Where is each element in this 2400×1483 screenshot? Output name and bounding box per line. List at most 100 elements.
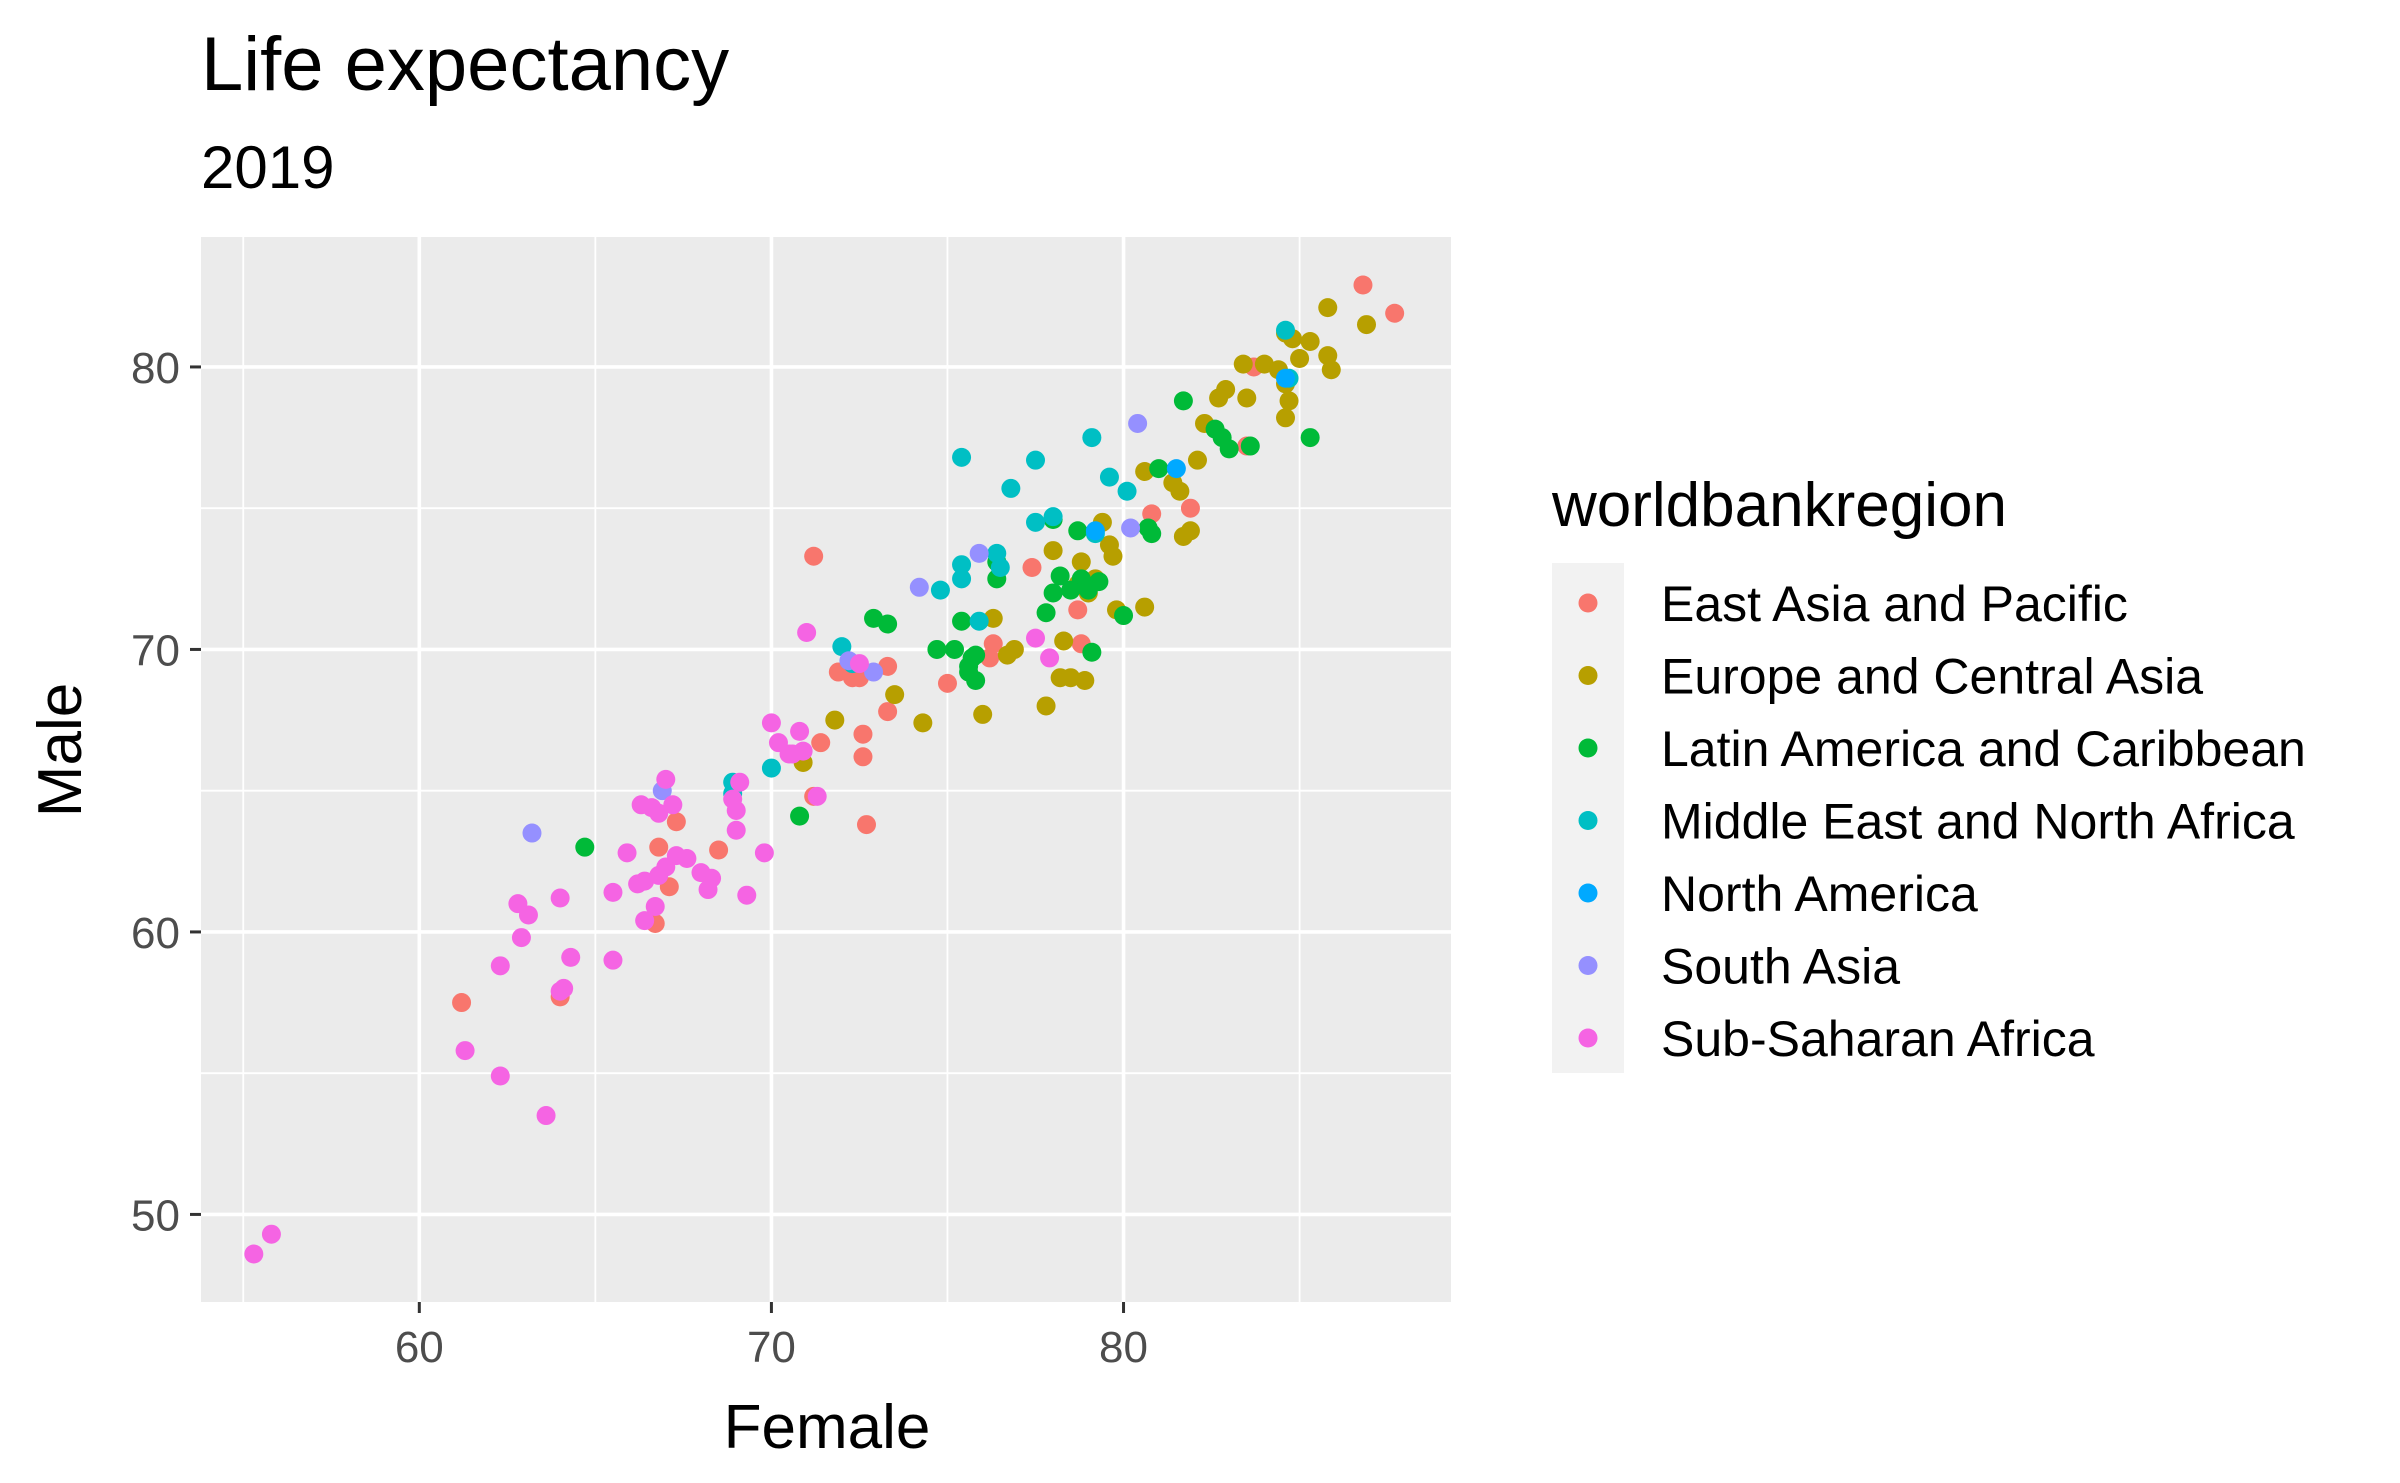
x-tick-label: 60 (395, 1323, 444, 1372)
point-europe-and-central-asia (1061, 668, 1081, 688)
point-europe-and-central-asia (885, 685, 905, 705)
point-sub-saharan-africa (635, 911, 655, 931)
point-europe-and-central-asia (1290, 348, 1310, 368)
point-sub-saharan-africa (261, 1224, 281, 1244)
point-east-asia-and-pacific (980, 648, 1000, 668)
legend-key-north-america (1578, 883, 1598, 903)
point-east-asia-and-pacific (878, 702, 898, 722)
point-europe-and-central-asia (1173, 526, 1193, 546)
point-europe-and-central-asia (1237, 388, 1257, 408)
point-europe-and-central-asia (1071, 552, 1091, 572)
point-middle-east-and-north-africa (952, 447, 972, 467)
point-middle-east-and-north-africa (969, 611, 989, 631)
minor-gridlines (201, 237, 1451, 1302)
point-middle-east-and-north-africa (761, 758, 781, 778)
legend-title: worldbankregion (1551, 471, 2007, 540)
point-latin-america-and-caribbean (1036, 603, 1056, 623)
legend-label-europe-and-central-asia: Europe and Central Asia (1661, 649, 2203, 705)
y-axis: 50 60 70 80 (131, 344, 201, 1240)
point-middle-east-and-north-africa (1026, 512, 1046, 532)
point-south-asia (969, 543, 989, 563)
point-europe-and-central-asia (983, 608, 1003, 628)
point-latin-america-and-caribbean (945, 639, 965, 659)
legend-key-europe-and-central-asia (1578, 666, 1598, 685)
point-sub-saharan-africa (603, 882, 623, 902)
point-sub-saharan-africa (663, 795, 683, 815)
point-sub-saharan-africa (726, 800, 746, 820)
point-south-asia (909, 577, 929, 597)
point-south-asia (864, 662, 884, 682)
point-sub-saharan-africa (550, 888, 570, 908)
point-middle-east-and-north-africa (952, 569, 972, 589)
point-europe-and-central-asia (825, 710, 845, 730)
point-sub-saharan-africa (726, 820, 746, 840)
legend-label-middle-east-and-north-africa: Middle East and North Africa (1661, 794, 2295, 850)
point-latin-america-and-caribbean (1300, 428, 1320, 448)
point-east-asia-and-pacific (1353, 275, 1373, 295)
legend-key-south-asia (1578, 956, 1598, 975)
y-tick-label: 70 (131, 626, 180, 675)
point-europe-and-central-asia (913, 713, 933, 733)
point-sub-saharan-africa (807, 786, 827, 806)
point-sub-saharan-africa (536, 1106, 556, 1126)
point-sub-saharan-africa (645, 897, 665, 917)
point-latin-america-and-caribbean (1061, 580, 1081, 600)
legend-label-south-asia: South Asia (1661, 939, 1900, 995)
point-sub-saharan-africa (550, 981, 570, 1001)
point-east-asia-and-pacific (649, 837, 669, 857)
point-sub-saharan-africa (737, 885, 757, 905)
plot-panel (201, 237, 1451, 1302)
legend-label-latin-america-and-caribbean: Latin America and Caribbean (1661, 721, 2306, 777)
point-sub-saharan-africa (490, 956, 510, 976)
point-north-america (1276, 368, 1296, 388)
legend-key-latin-america-and-caribbean (1578, 738, 1598, 758)
point-latin-america-and-caribbean (1082, 642, 1102, 662)
point-east-asia-and-pacific (856, 815, 876, 835)
point-latin-america-and-caribbean (790, 806, 810, 826)
point-south-asia (1121, 518, 1141, 538)
y-axis-title: Male (26, 683, 95, 817)
point-sub-saharan-africa (797, 622, 817, 642)
point-middle-east-and-north-africa (832, 637, 852, 657)
point-latin-america-and-caribbean (1173, 391, 1193, 411)
chart-subtitle: 2019 (201, 134, 334, 201)
point-east-asia-and-pacific (804, 546, 824, 566)
point-europe-and-central-asia (1300, 332, 1320, 352)
legend-key-middle-east-and-north-africa (1578, 811, 1598, 830)
point-europe-and-central-asia (1075, 671, 1095, 691)
point-europe-and-central-asia (1318, 298, 1338, 318)
point-east-asia-and-pacific (1068, 600, 1088, 620)
point-europe-and-central-asia (1233, 354, 1253, 374)
point-middle-east-and-north-africa (1026, 450, 1046, 470)
point-middle-east-and-north-africa (1001, 478, 1021, 498)
point-latin-america-and-caribbean (1138, 518, 1158, 538)
point-east-asia-and-pacific (937, 673, 957, 693)
y-tick-label: 50 (131, 1191, 180, 1240)
point-latin-america-and-caribbean (1043, 583, 1063, 603)
point-europe-and-central-asia (1276, 408, 1296, 428)
point-latin-america-and-caribbean (927, 639, 947, 659)
point-north-america (1166, 459, 1186, 479)
point-latin-america-and-caribbean (575, 837, 595, 857)
point-sub-saharan-africa (603, 950, 623, 970)
point-east-asia-and-pacific (709, 840, 729, 860)
point-sub-saharan-africa (561, 947, 581, 967)
point-sub-saharan-africa (761, 713, 781, 733)
point-europe-and-central-asia (1103, 546, 1123, 566)
point-sub-saharan-africa (511, 928, 531, 948)
point-europe-and-central-asia (1054, 631, 1074, 651)
chart-title: Life expectancy (201, 22, 729, 107)
legend-label-east-asia-and-pacific: East Asia and Pacific (1661, 576, 2128, 632)
point-east-asia-and-pacific (1385, 303, 1405, 323)
point-middle-east-and-north-africa (1117, 481, 1137, 501)
point-sub-saharan-africa (518, 905, 538, 925)
point-sub-saharan-africa (779, 744, 799, 764)
point-middle-east-and-north-africa (930, 580, 950, 600)
point-europe-and-central-asia (973, 704, 993, 724)
data-points (244, 275, 1405, 1264)
point-europe-and-central-asia (1209, 388, 1229, 408)
legend-label-sub-saharan-africa: Sub-Saharan Africa (1661, 1011, 2095, 1067)
point-sub-saharan-africa (617, 843, 637, 863)
point-europe-and-central-asia (1279, 391, 1299, 411)
